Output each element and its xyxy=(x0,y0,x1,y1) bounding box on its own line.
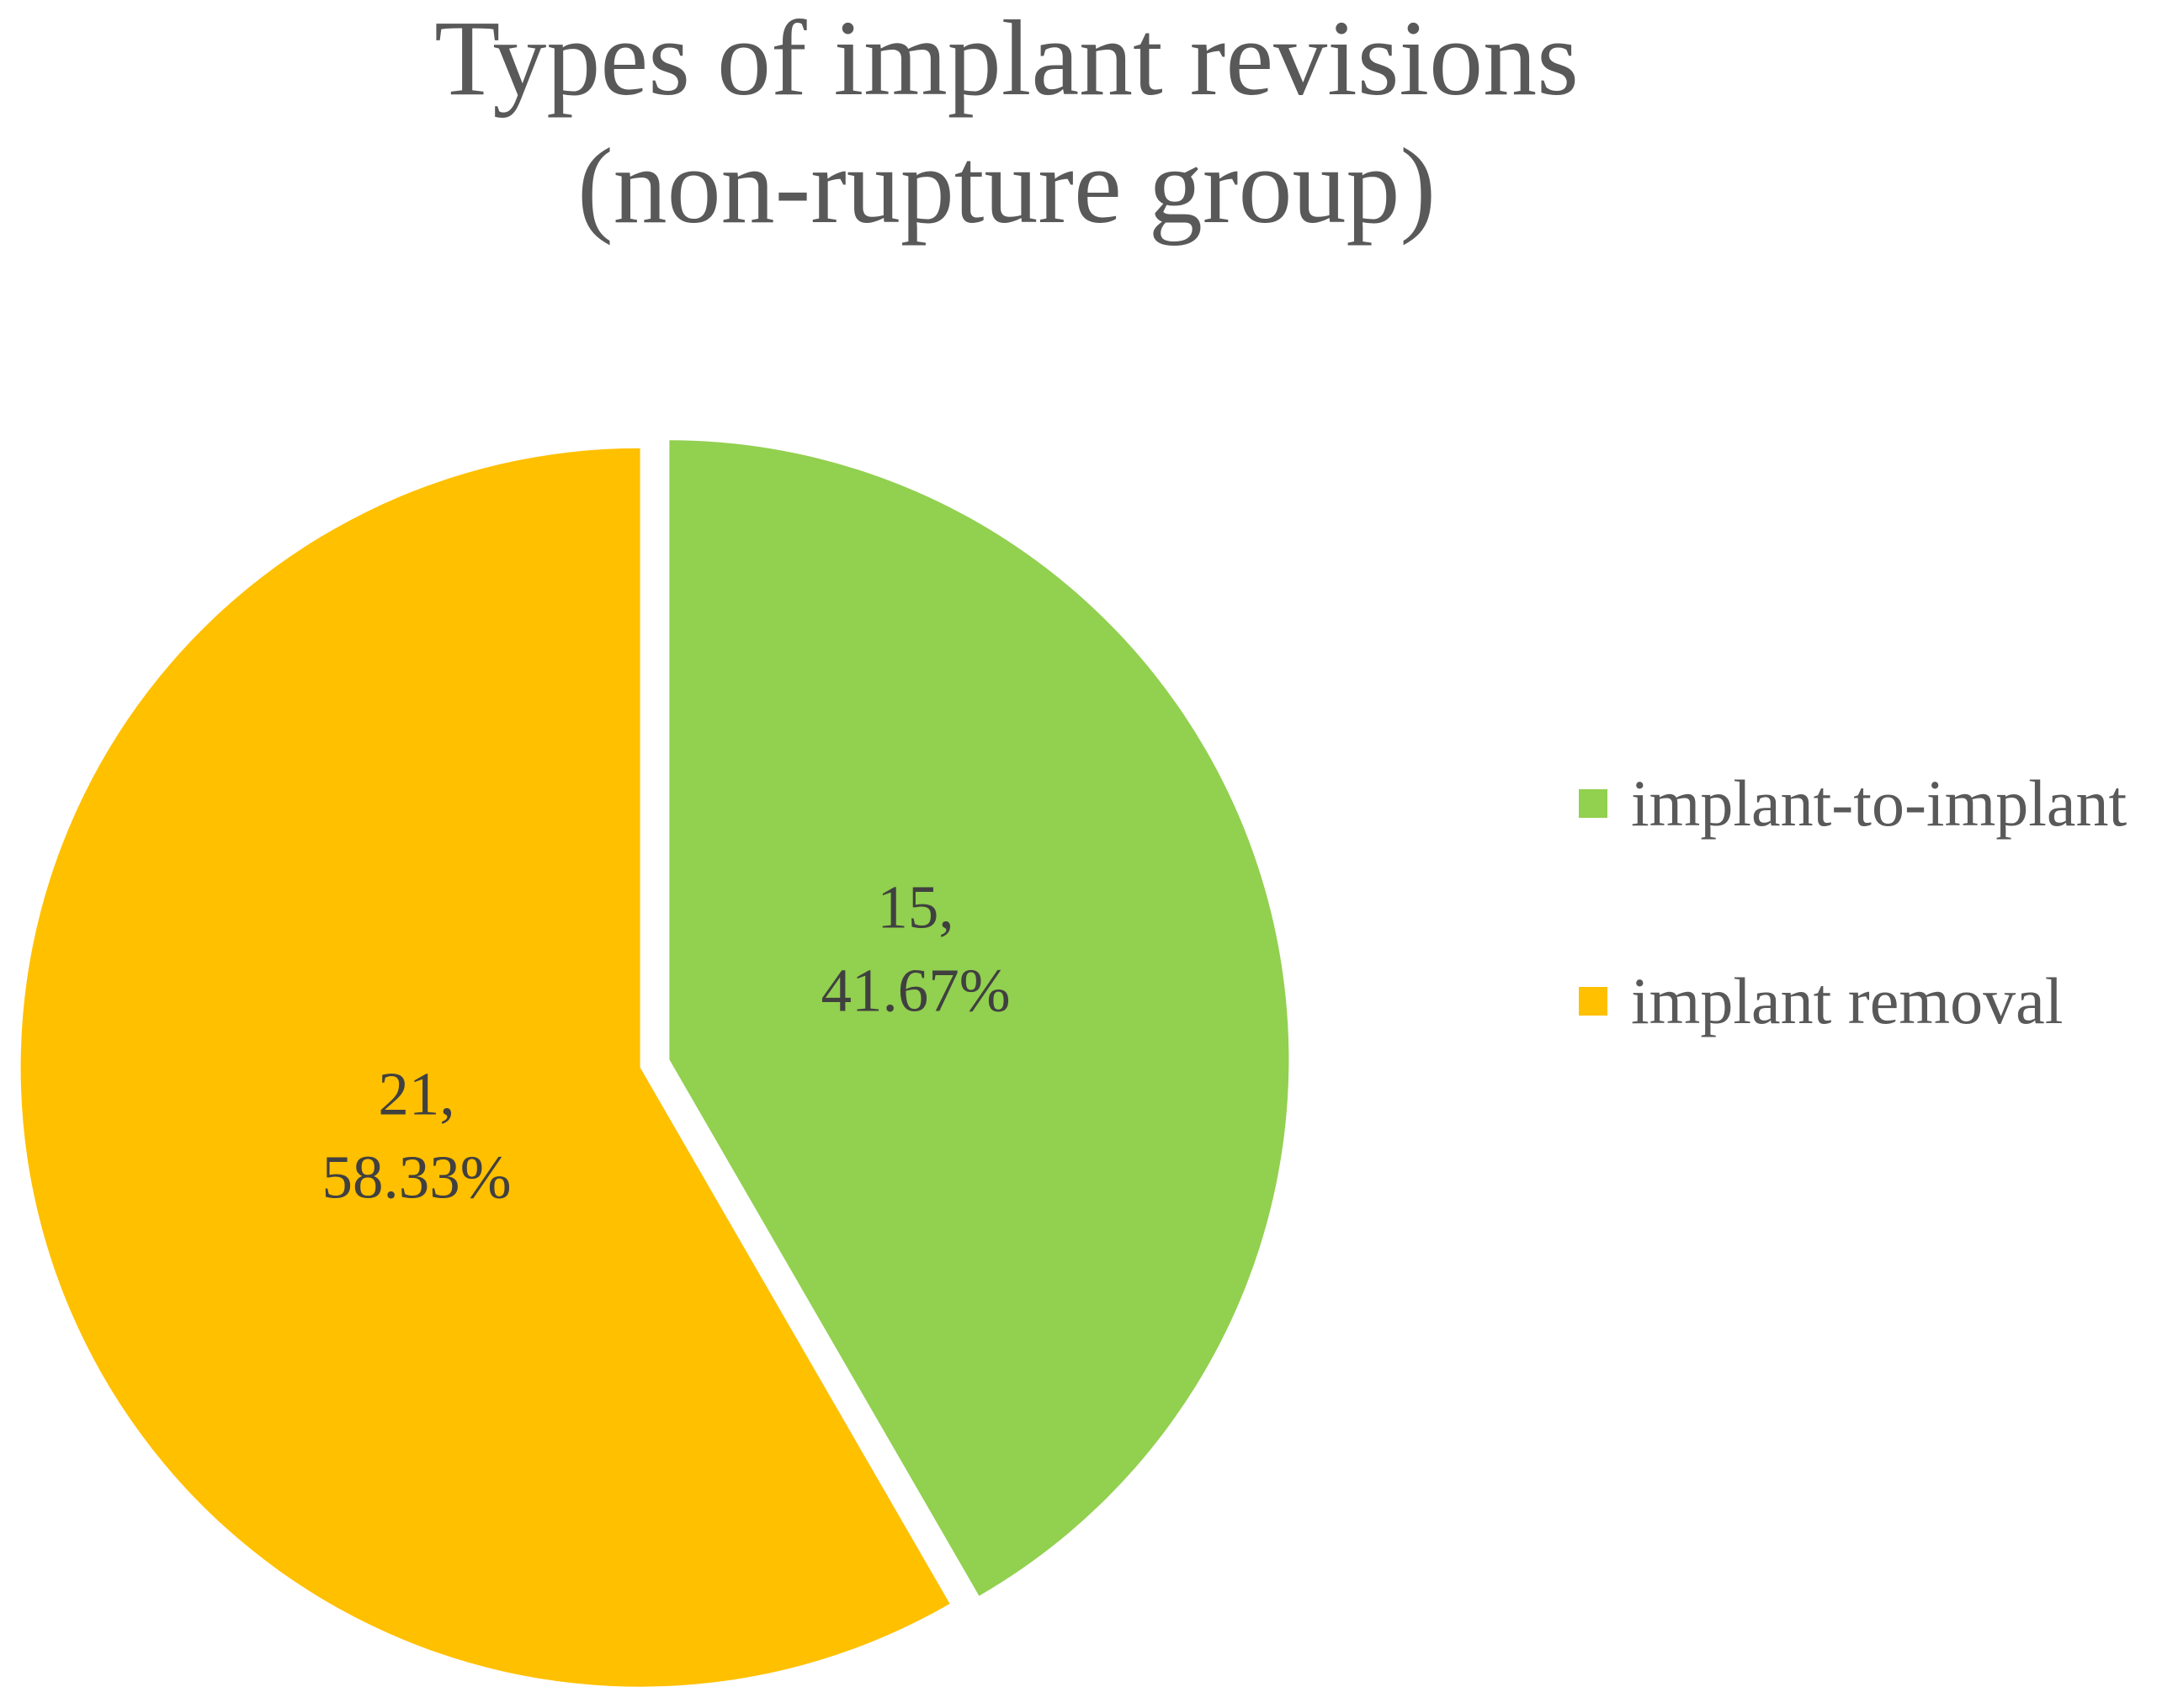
legend-item-implant-removal: implant removal xyxy=(1579,959,2063,1043)
legend-label-implant-to-implant: implant-to-implant xyxy=(1631,766,2128,840)
data-label-value: 15, xyxy=(877,873,954,942)
legend-swatch-green xyxy=(1579,789,1607,818)
data-label-value: 21, xyxy=(378,1059,455,1128)
data-label-implant-removal: 21, 58.33% xyxy=(321,1053,511,1218)
data-label-percent: 41.67% xyxy=(821,956,1011,1024)
legend-label-implant-removal: implant removal xyxy=(1631,964,2064,1037)
pie-slice-implant-to-implant xyxy=(669,440,1289,1596)
chart-title: Types of implant revisions (non-rupture … xyxy=(434,0,1579,251)
data-label-percent: 58.33% xyxy=(321,1143,512,1211)
data-label-implant-to-implant: 15, 41.67% xyxy=(821,866,1010,1032)
chart-title-line1: Types of implant revisions xyxy=(434,0,1579,118)
chart-title-line2: (non-rupture group) xyxy=(576,126,1437,247)
pie-slice-implant-removal xyxy=(20,448,950,1687)
legend-item-implant-to-implant: implant-to-implant xyxy=(1579,761,2127,846)
legend-swatch-yellow xyxy=(1579,987,1607,1016)
